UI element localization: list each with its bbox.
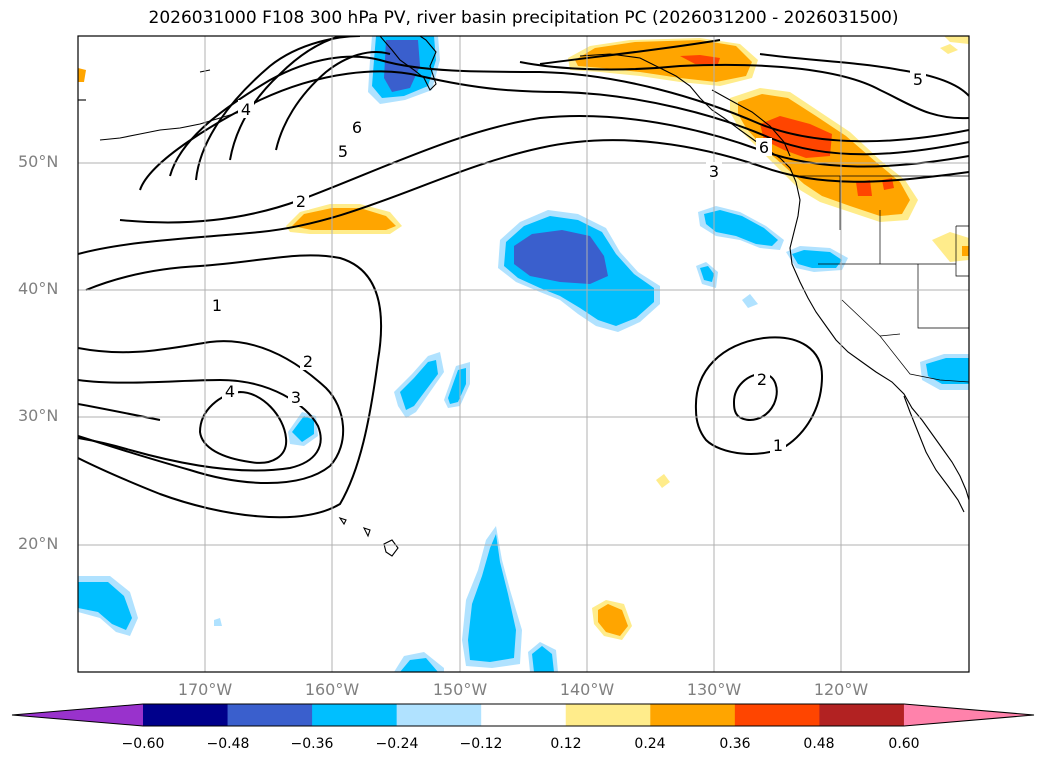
- colorbar-segment: [565, 704, 651, 726]
- colorbar-tick: −0.60: [121, 736, 165, 752]
- colorbar-segment: [396, 704, 482, 726]
- graticule: [78, 36, 969, 672]
- pv-label: 2: [757, 370, 767, 389]
- colorbar-segment: [143, 704, 229, 726]
- lat-label-40n: 40°N: [18, 279, 59, 298]
- pv-label: 1: [212, 296, 222, 315]
- pv-label: 3: [709, 162, 719, 181]
- precip-shading: [78, 36, 969, 672]
- pv-contour-labels: 4 6 5 2 3 6 5 1 2 3 4 2 1: [209, 70, 926, 455]
- pv-label: 3: [291, 388, 301, 407]
- pv-label: 4: [241, 100, 251, 119]
- pv-label: 6: [759, 138, 769, 157]
- pv-label: 4: [225, 382, 235, 401]
- colorbar-tick: 0.36: [719, 736, 751, 752]
- colorbar-tick: 0.60: [888, 736, 920, 752]
- map-title: 2026031000 F108 300 hPa PV, river basin …: [148, 8, 899, 28]
- pv-label: 2: [303, 352, 313, 371]
- pv-label: 5: [338, 142, 348, 161]
- colorbar-tick: 0.24: [634, 736, 666, 752]
- colorbar-segment: [481, 704, 567, 726]
- lat-label-50n: 50°N: [18, 152, 59, 171]
- lon-label-170w: 170°W: [177, 680, 233, 699]
- colorbar-segment: [650, 704, 736, 726]
- pv-label: 5: [913, 70, 923, 89]
- pv-label: 6: [352, 118, 362, 137]
- map-frame: [77, 35, 970, 673]
- lon-label-150w: 150°W: [432, 680, 488, 699]
- colorbar-tick: 0.48: [803, 736, 835, 752]
- colorbar-extend-low: [12, 704, 143, 726]
- lon-label-130w: 130°W: [686, 680, 742, 699]
- colorbar-tick: −0.24: [375, 736, 419, 752]
- colorbar-extend-high: [903, 704, 1034, 726]
- colorbar-segment: [227, 704, 313, 726]
- colorbar-segment: [819, 704, 905, 726]
- pv-label: 2: [296, 192, 306, 211]
- colorbar-tick: −0.48: [206, 736, 250, 752]
- colorbar-tick: 0.12: [550, 736, 582, 752]
- colorbar: [11, 703, 1035, 727]
- lat-label-20n: 20°N: [18, 534, 59, 553]
- colorbar-segment: [312, 704, 398, 726]
- lat-label-30n: 30°N: [18, 406, 59, 425]
- lon-label-160w: 160°W: [304, 680, 360, 699]
- lon-label-140w: 140°W: [559, 680, 615, 699]
- colorbar-tick: −0.36: [290, 736, 334, 752]
- colorbar-tick: −0.12: [459, 736, 503, 752]
- colorbar-outline: [11, 703, 1035, 727]
- colorbar-segment: [734, 704, 820, 726]
- coastlines: [78, 36, 969, 557]
- lon-label-120w: 120°W: [813, 680, 869, 699]
- pv-label: 1: [773, 436, 783, 455]
